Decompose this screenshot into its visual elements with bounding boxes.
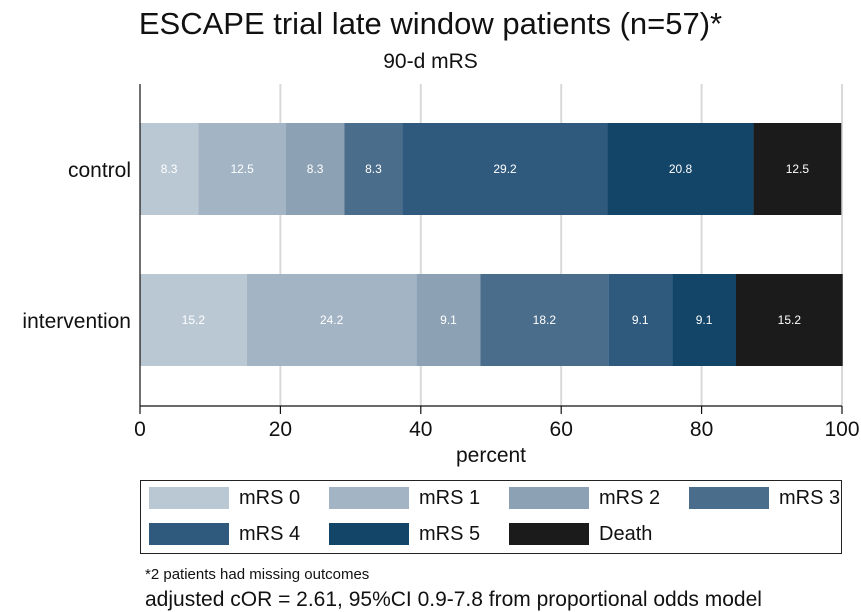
bar-segment-control-mrs-4 [402,123,608,215]
legend-item-mrs-0: mRS 0 [149,485,300,511]
x-tick-label: 80 [690,418,713,441]
x-axis-label: percent [455,444,527,467]
data-label: 20.8 [669,162,693,176]
data-label: 29.2 [493,162,517,176]
x-tick-label: 60 [550,418,573,441]
legend-label: mRS 2 [599,486,661,509]
legend-swatch [329,523,409,545]
legend-swatch [329,487,409,509]
bar-segment-intervention-mrs-0 [140,274,247,366]
data-label: 9.1 [632,313,649,327]
legend-item-mrs-5: mRS 5 [329,521,480,547]
bar-segment-intervention-mrs-4 [608,274,673,366]
x-tick-label: 40 [409,418,432,441]
legend-label: mRS 4 [239,522,301,545]
bar-segment-intervention-mrs-3 [480,274,609,366]
data-label: 12.5 [786,162,810,176]
legend-label: mRS 3 [779,486,841,509]
data-label: 9.1 [696,313,713,327]
bar-segment-control-mrs-5 [607,123,754,215]
legend-swatch [149,523,229,545]
data-label: 8.3 [307,162,324,176]
bar-segment-control-mrs-3 [344,123,403,215]
x-tick-label: 100 [824,418,859,441]
data-label: 9.1 [440,313,457,327]
legend-label: mRS 0 [239,486,301,509]
legend-label: mRS 5 [419,522,481,545]
chart-subtitle: 90-d mRS [383,50,478,73]
legend-label: Death [599,522,653,545]
data-label: 12.5 [230,162,254,176]
legend-item-mrs-4: mRS 4 [149,521,300,547]
data-label: 15.2 [778,313,802,327]
x-tick-label: 20 [269,418,292,441]
legend: mRS 0 mRS 1 mRS 2 mRS 3 mRS 4 mRS 5 Death [140,480,842,554]
bar-segment-intervention-mrs-5 [672,274,736,366]
bar-segment-intervention-mrs-1 [246,274,417,366]
legend-swatch [689,487,769,509]
footnote-missing: *2 patients had missing outcomes [145,566,370,583]
bar-segment-intervention-mrs-2 [416,274,481,366]
chart-title: ESCAPE trial late window patients (n=57)… [138,6,723,41]
legend-swatch [149,487,229,509]
bar-segment-control-mrs-2 [286,123,345,215]
y-tick-label: control [68,159,131,182]
legend-item-mrs-1: mRS 1 [329,485,480,511]
x-tick-label: 0 [134,418,146,441]
data-label: 18.2 [533,313,557,327]
data-label: 8.3 [161,162,178,176]
legend-item-mrs-2: mRS 2 [509,485,660,511]
footnote-odds-ratio: adjusted cOR = 2.61, 95%CI 0.9-7.8 from … [145,588,762,611]
bar-segment-control-mrs-0 [140,123,199,215]
legend-swatch [509,487,589,509]
data-label: 24.2 [320,313,344,327]
bar-segment-intervention-death [735,274,843,366]
data-label: 15.2 [182,313,206,327]
data-label: 8.3 [365,162,382,176]
legend-label: mRS 1 [419,486,481,509]
bar-segment-control-death [753,123,842,215]
legend-item-mrs-3: mRS 3 [689,485,840,511]
legend-item-death: Death [509,521,652,547]
legend-swatch [509,523,589,545]
y-tick-label: intervention [22,310,131,333]
bar-segment-control-mrs-1 [198,123,287,215]
